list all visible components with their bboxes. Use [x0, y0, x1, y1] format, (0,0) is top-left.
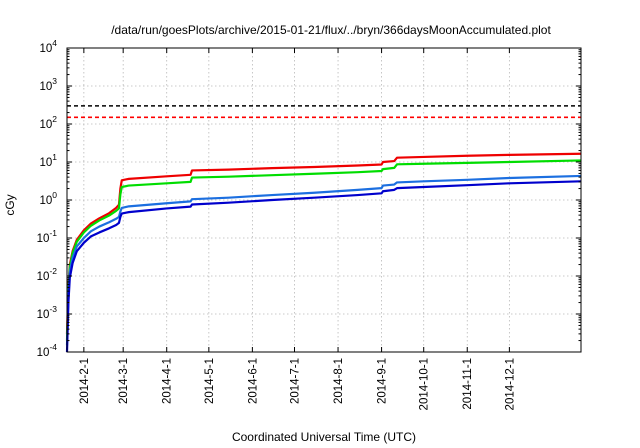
y-axis: 10-4 10-3 10-2 10-1 100 101 102 103 104 [37, 38, 581, 359]
x-tick-label: 2014-7-1 [290, 358, 302, 404]
y-tick-label: 10-3 [37, 304, 58, 321]
series-line [65, 180, 582, 353]
chart-title: /data/run/goesPlots/archive/2015-01-21/f… [111, 23, 551, 37]
x-tick-label: 2014-9-1 [377, 358, 389, 404]
y-tick-label: 102 [39, 114, 57, 131]
y-tick-label: 101 [39, 152, 57, 169]
x-tick-label: 2014-3-1 [118, 358, 130, 404]
x-tick-label: 2014-11-1 [462, 358, 474, 410]
x-axis-label: Coordinated Universal Time (UTC) [232, 430, 416, 444]
grid [67, 48, 581, 352]
x-tick-label: 2014-5-1 [204, 358, 216, 404]
series-line [65, 152, 582, 334]
x-tick-label: 2014-12-1 [504, 358, 516, 410]
x-axis: 2014-2-1 2014-3-1 2014-4-1 2014-5-1 2014-6-1… [79, 48, 516, 410]
y-tick-label: 104 [39, 38, 57, 55]
series-line [65, 159, 582, 341]
x-tick-label: 2014-2-1 [79, 358, 91, 404]
x-tick-label: 2014-4-1 [162, 358, 174, 404]
y-tick-label: 10-1 [37, 228, 58, 245]
y-tick-label: 10-4 [37, 342, 58, 359]
x-tick-label: 2014-6-1 [247, 358, 259, 404]
series-lines [65, 152, 582, 353]
y-tick-label: 10-2 [37, 266, 58, 283]
x-tick-label: 2014-10-1 [419, 358, 431, 410]
y-tick-label: 103 [39, 76, 57, 93]
series-line [65, 174, 582, 346]
threshold-lines [67, 105, 581, 119]
y-axis-label: cGy [3, 194, 17, 215]
x-tick-label: 2014-8-1 [333, 358, 345, 404]
y-tick-label: 100 [39, 190, 57, 207]
